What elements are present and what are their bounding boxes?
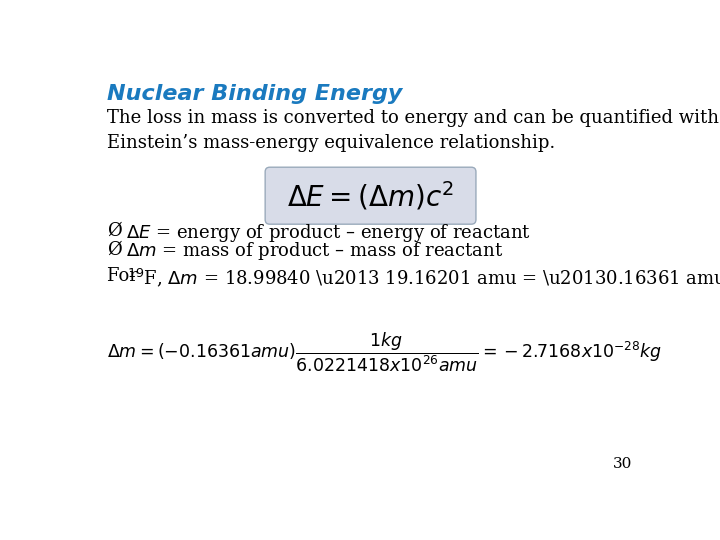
FancyBboxPatch shape: [265, 167, 476, 224]
Text: For: For: [107, 267, 144, 285]
Text: Nuclear Binding Energy: Nuclear Binding Energy: [107, 84, 402, 104]
Text: Ø: Ø: [107, 222, 122, 240]
Text: $\mathit{\Delta}m$ = mass of product – mass of reactant: $\mathit{\Delta}m$ = mass of product – m…: [126, 240, 503, 262]
Text: Ø: Ø: [107, 240, 122, 258]
Text: $\mathit{\Delta}E$ = energy of product – energy of reactant: $\mathit{\Delta}E$ = energy of product –…: [126, 222, 531, 244]
Text: $^{19}$F, $\mathit{\Delta}m$ = 18.99840 \u2013 19.16201 amu = \u20130.16361 amu: $^{19}$F, $\mathit{\Delta}m$ = 18.99840 …: [127, 267, 720, 289]
Text: The loss in mass is converted to energy and can be quantified with
Einstein’s ma: The loss in mass is converted to energy …: [107, 109, 719, 152]
Text: $\mathit{\Delta}E = (\mathit{\Delta}m)c^2$: $\mathit{\Delta}E = (\mathit{\Delta}m)c^…: [287, 179, 454, 212]
Text: 30: 30: [613, 457, 632, 471]
Text: $\mathit{\Delta}m = \left(-0.16361\mathit{amu}\right)\dfrac{1\mathit{kg}}{6.0221: $\mathit{\Delta}m = \left(-0.16361\mathi…: [107, 330, 662, 374]
